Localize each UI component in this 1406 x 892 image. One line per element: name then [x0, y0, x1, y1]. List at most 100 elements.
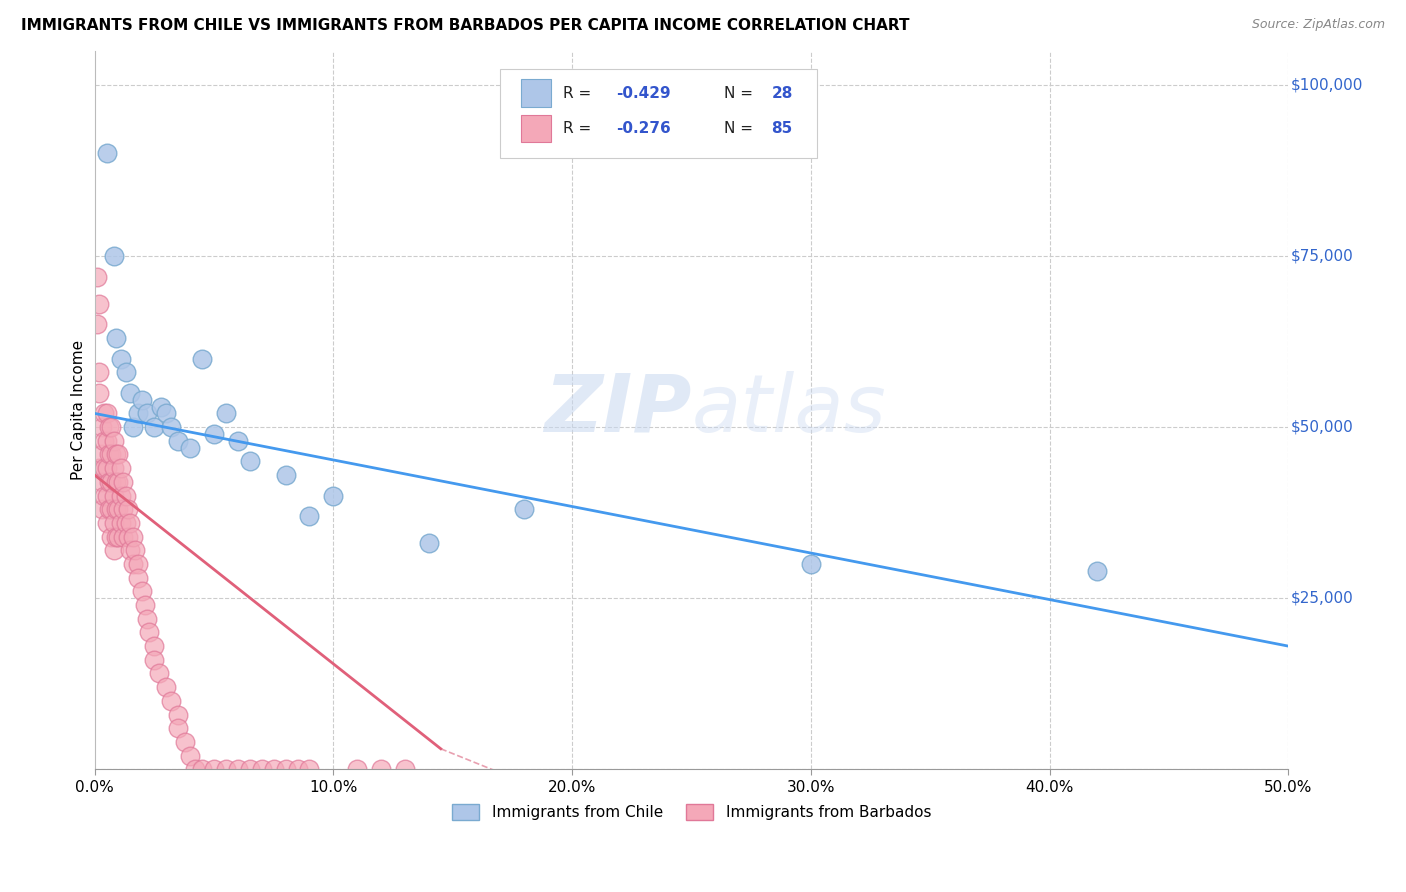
Text: -0.429: -0.429 — [616, 86, 671, 101]
Point — [298, 509, 321, 524]
Text: Source: ZipAtlas.com: Source: ZipAtlas.com — [1251, 18, 1385, 31]
Point — [97, 475, 120, 489]
Point — [160, 420, 183, 434]
Point — [274, 468, 297, 483]
Text: 28: 28 — [772, 86, 793, 101]
Point — [124, 543, 146, 558]
FancyBboxPatch shape — [520, 79, 551, 107]
Text: 85: 85 — [772, 120, 793, 136]
Text: ZIP: ZIP — [544, 371, 692, 449]
Point — [134, 598, 156, 612]
Point — [418, 536, 440, 550]
Point — [86, 318, 108, 332]
Text: IMMIGRANTS FROM CHILE VS IMMIGRANTS FROM BARBADOS PER CAPITA INCOME CORRELATION : IMMIGRANTS FROM CHILE VS IMMIGRANTS FROM… — [21, 18, 910, 33]
FancyBboxPatch shape — [520, 115, 551, 142]
Point — [97, 502, 120, 516]
Point — [100, 502, 122, 516]
Point — [96, 406, 118, 420]
Point — [215, 762, 238, 776]
Point — [136, 612, 159, 626]
Point — [110, 351, 132, 366]
Point — [143, 639, 166, 653]
Point — [191, 351, 214, 366]
Point — [117, 502, 139, 516]
Point — [143, 653, 166, 667]
Point — [263, 762, 285, 776]
Point — [105, 475, 128, 489]
Point — [127, 406, 149, 420]
Point — [93, 406, 115, 420]
Text: atlas: atlas — [692, 371, 886, 449]
Point — [800, 557, 823, 571]
Point — [121, 557, 143, 571]
Point — [155, 406, 177, 420]
Point — [127, 557, 149, 571]
Point — [107, 502, 129, 516]
Point — [96, 461, 118, 475]
Point — [97, 420, 120, 434]
Point — [110, 516, 132, 530]
Point — [250, 762, 273, 776]
Text: R =: R = — [562, 120, 596, 136]
Point — [112, 475, 135, 489]
Point — [121, 530, 143, 544]
Point — [93, 434, 115, 448]
Point — [167, 721, 190, 735]
Point — [202, 426, 225, 441]
Point — [148, 666, 170, 681]
Point — [191, 762, 214, 776]
Point — [89, 297, 111, 311]
Point — [103, 516, 125, 530]
Point — [100, 530, 122, 544]
Text: N =: N = — [724, 86, 758, 101]
Point — [120, 385, 142, 400]
Point — [107, 475, 129, 489]
Text: $25,000: $25,000 — [1291, 591, 1354, 606]
Point — [131, 392, 153, 407]
Point — [103, 461, 125, 475]
Point — [89, 461, 111, 475]
Point — [370, 762, 392, 776]
Legend: Immigrants from Chile, Immigrants from Barbados: Immigrants from Chile, Immigrants from B… — [446, 798, 938, 826]
Point — [100, 420, 122, 434]
Point — [105, 502, 128, 516]
Point — [226, 434, 249, 448]
Point — [90, 448, 112, 462]
Point — [105, 530, 128, 544]
Point — [90, 420, 112, 434]
Point — [346, 762, 368, 776]
Point — [226, 762, 249, 776]
Point — [97, 448, 120, 462]
Point — [110, 489, 132, 503]
Point — [103, 489, 125, 503]
Point — [138, 625, 160, 640]
Point — [179, 441, 201, 455]
Point — [110, 461, 132, 475]
Point — [143, 420, 166, 434]
Text: -0.276: -0.276 — [616, 120, 671, 136]
Point — [114, 365, 136, 379]
Point — [239, 454, 262, 468]
Text: R =: R = — [562, 86, 596, 101]
Point — [274, 762, 297, 776]
Point — [89, 385, 111, 400]
Text: $100,000: $100,000 — [1291, 78, 1362, 93]
Point — [96, 146, 118, 161]
Point — [322, 489, 344, 503]
Point — [90, 502, 112, 516]
Point — [1085, 564, 1108, 578]
Y-axis label: Per Capita Income: Per Capita Income — [72, 340, 86, 480]
Point — [100, 448, 122, 462]
Point — [121, 420, 143, 434]
Point — [114, 516, 136, 530]
Point — [96, 434, 118, 448]
Point — [105, 331, 128, 345]
Point — [86, 269, 108, 284]
Text: $50,000: $50,000 — [1291, 419, 1354, 434]
Point — [103, 434, 125, 448]
Point — [120, 516, 142, 530]
Point — [112, 530, 135, 544]
Point — [89, 365, 111, 379]
Point — [105, 448, 128, 462]
Text: N =: N = — [724, 120, 758, 136]
